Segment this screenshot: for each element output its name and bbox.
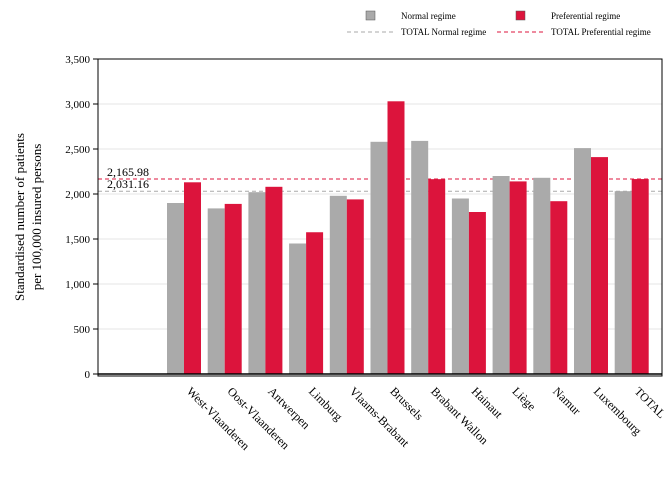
bar-normal-regime: [207, 208, 225, 374]
reference-line-label: 2,031.16: [107, 177, 149, 191]
bar-preferential-regime: [591, 157, 608, 374]
y-tick-label: 2,500: [65, 144, 90, 156]
y-axis-ticks: 0 500 1,000 1,500 2,000 2,500 3,000 3,500: [65, 54, 98, 381]
y-tick-label: 500: [74, 324, 91, 336]
bar-preferential-regime: [468, 212, 486, 374]
bar-preferential-regime: [631, 179, 649, 374]
legend-label-preferential: Preferential regime: [551, 11, 620, 21]
y-tick-label: 1,000: [65, 279, 90, 291]
bar-normal-regime: [533, 177, 551, 374]
axes: [97, 58, 663, 377]
bar-preferential-regime: [346, 199, 364, 374]
y-tick-label: 2,000: [65, 189, 90, 201]
bar-normal-regime: [329, 195, 347, 374]
y-axis-title-line-1: Standardised number of patients: [12, 133, 27, 301]
bar-normal-regime: [451, 198, 469, 374]
y-tick-label: 1,500: [65, 234, 90, 246]
bar-normal-regime: [492, 176, 510, 374]
y-axis-title: Standardised number of patients per 100,…: [12, 133, 44, 301]
bar-normal-regime: [248, 192, 266, 374]
legend: Normal regime Preferential regime TOTAL …: [347, 10, 651, 37]
y-tick-label: 3,500: [65, 54, 90, 66]
legend-label-total-preferential: TOTAL Preferential regime: [551, 27, 651, 37]
bar-preferential-regime: [184, 182, 201, 374]
bar-normal-regime: [614, 191, 632, 374]
y-tick-label: 3,000: [65, 99, 90, 111]
bar-normal-regime: [574, 148, 591, 374]
legend-label-total-normal: TOTAL Normal regime: [401, 27, 486, 37]
bar-normal-regime: [289, 243, 307, 374]
bar-preferential-regime: [550, 201, 568, 374]
reference-line-label: 2,165.98: [107, 165, 149, 179]
y-tick-label: 0: [85, 369, 91, 381]
bar-preferential-regime: [306, 232, 324, 374]
bar-normal-regime: [411, 140, 429, 374]
bar-preferential-regime: [509, 181, 527, 374]
legend-swatch-preferential: [515, 10, 526, 21]
plot-frame: [97, 58, 663, 377]
bar-preferential-regime: [428, 179, 446, 374]
legend-swatch-normal: [365, 10, 376, 21]
bar-normal-regime: [370, 141, 388, 374]
legend-label-normal: Normal regime: [401, 11, 456, 21]
bar-preferential-regime: [387, 101, 405, 375]
reference-labels: 2,031.162,165.98: [107, 165, 149, 191]
bar-preferential-regime: [224, 203, 242, 374]
bars: [98, 101, 662, 375]
y-axis-title-line-2: per 100,000 insured persons: [29, 144, 44, 291]
bar-normal-regime: [167, 203, 184, 374]
bar-preferential-regime: [265, 186, 283, 374]
